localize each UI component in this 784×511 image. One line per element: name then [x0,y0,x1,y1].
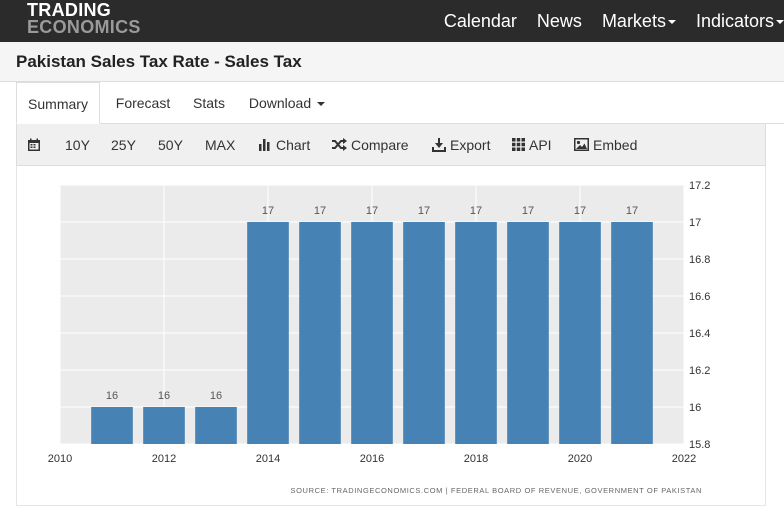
top-navbar: TRADING ECONOMICS Calendar News Markets … [0,0,784,42]
bar [91,407,133,444]
title-bar: Pakistan Sales Tax Rate - Sales Tax [0,42,784,82]
x-tick-label: 2022 [672,453,696,465]
y-axis: 15.8 16 16.2 16.4 16.6 16.8 17 17.2 [689,180,710,451]
bar-chart-icon [259,139,270,152]
page-title: Pakistan Sales Tax Rate - Sales Tax [16,52,302,71]
caret-down-icon [776,19,784,24]
nav-indicators-dropdown[interactable]: Indicators [696,11,784,32]
x-tick-label: 2010 [48,453,72,465]
data-label: 17 [470,205,482,217]
bar [559,222,601,444]
tab-strip: Summary Forecast Stats Download [16,82,784,124]
range-10y-label: 10Y [65,137,90,153]
x-tick-label: 2012 [152,453,176,465]
date-picker-button[interactable] [27,124,45,166]
bar [299,222,341,444]
trading-economics-logo[interactable]: TRADING ECONOMICS [27,0,141,37]
bar [507,222,549,444]
data-label: 17 [418,205,430,217]
y-tick-label: 15.8 [689,439,710,451]
nav-markets-label: Markets [601,10,666,31]
data-label: 17 [366,205,378,217]
range-50y-button[interactable]: 50Y [158,124,183,166]
nav-calendar-label: Calendar [443,10,517,31]
caret-down-icon [317,102,326,107]
embed-button[interactable]: Embed [574,124,637,166]
export-button-label: Export [450,137,491,153]
chart-container: 16 16 16 17 17 17 17 17 17 17 17 15.8 16 16.2 16.4 16.… [16,166,766,506]
chart-type-button[interactable]: Chart [258,124,310,166]
tab-download-label: Download [248,95,312,111]
tab-forecast[interactable]: Forecast [108,82,178,124]
nav-indicators-label: Indicators [695,10,774,31]
tab-forecast-label: Forecast [115,95,171,111]
data-label: 16 [158,390,170,402]
tab-download[interactable]: Download [242,82,332,124]
range-max-button[interactable]: MAX [205,124,235,166]
logo-line-2: ECONOMICS [27,17,141,37]
bar [351,222,393,444]
y-tick-label: 16 [689,402,701,414]
caret-down-icon [667,19,676,24]
bar-series [91,222,653,444]
main-menu: Calendar News Markets Indicators [424,0,784,42]
data-label: 17 [522,205,534,217]
api-button[interactable]: API [512,124,552,166]
source-note: SOURCE: TRADINGECONOMICS.COM | FEDERAL B… [291,486,702,495]
data-label: 17 [314,205,326,217]
bar [195,407,237,444]
tab-stats[interactable]: Stats [186,82,232,124]
compare-button[interactable]: Compare [331,124,409,166]
range-25y-button[interactable]: 25Y [111,124,136,166]
range-50y-label: 50Y [158,137,183,153]
data-label: 16 [210,390,222,402]
shuffle-icon [332,138,347,152]
image-icon [574,138,589,152]
data-label: 16 [106,390,118,402]
tab-summary-label: Summary [28,96,88,112]
y-tick-label: 16.8 [689,254,710,266]
tab-summary[interactable]: Summary [16,82,100,124]
nav-markets-dropdown[interactable]: Markets [602,11,676,32]
range-25y-label: 25Y [111,137,136,153]
y-tick-label: 16.2 [689,365,710,377]
y-tick-label: 17.2 [689,180,710,192]
y-tick-label: 16.6 [689,291,710,303]
nav-calendar-link[interactable]: Calendar [444,11,517,32]
x-axis: 2010 2012 2014 2016 2018 2020 2022 [48,453,696,465]
data-labels: 16 16 16 17 17 17 17 17 17 17 17 [106,205,638,402]
download-icon [432,137,446,152]
bar [247,222,289,444]
nav-news-label: News [536,10,582,31]
calendar-icon [28,138,40,151]
bar [143,407,185,444]
bar [611,222,653,444]
bar [455,222,497,444]
compare-button-label: Compare [351,137,409,153]
nav-news-link[interactable]: News [537,11,582,32]
x-tick-label: 2020 [568,453,592,465]
grid-icon [512,138,525,152]
x-tick-label: 2016 [360,453,384,465]
data-label: 17 [626,205,638,217]
range-max-label: MAX [205,137,236,153]
data-label: 17 [574,205,586,217]
bar [403,222,445,444]
y-tick-label: 17 [689,217,701,229]
bar-chart: 16 16 16 17 17 17 17 17 17 17 17 15.8 16 16.2 16.4 16.… [48,180,711,495]
embed-button-label: Embed [593,137,638,153]
data-label: 17 [262,205,274,217]
export-button[interactable]: Export [432,124,490,166]
x-tick-label: 2018 [464,453,488,465]
range-10y-button[interactable]: 10Y [65,124,90,166]
y-tick-label: 16.4 [689,328,710,340]
chart-button-label: Chart [276,137,311,153]
logo-line-1: TRADING [27,0,112,20]
tab-stats-label: Stats [193,95,225,111]
api-button-label: API [529,137,552,153]
x-tick-label: 2014 [256,453,280,465]
chart-toolbar: 10Y 25Y 50Y MAX Chart Compare Export API… [16,124,766,166]
